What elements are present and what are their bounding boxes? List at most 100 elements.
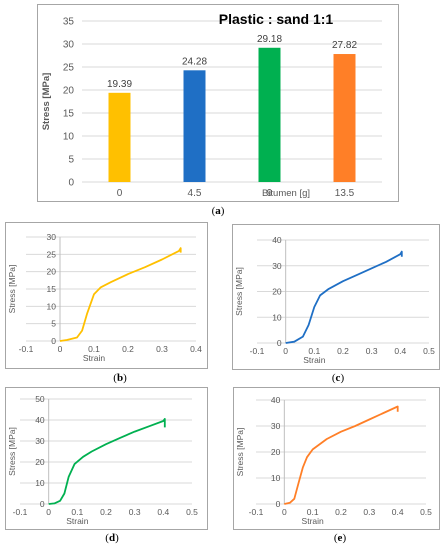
x-tick-label-2: 0.1 [71,507,83,517]
y-tick-label-4: 20 [63,86,75,97]
line-chart-c-panel: 0 10 20 30 40 -0.1 0 0.1 0.2 0.3 0.4 0.5 Stress [MPa… [232,224,440,370]
caption-d: (d) [105,532,119,544]
y-tick-label-0: 0 [68,178,74,189]
y-axis-label: Stress [MPa] [235,428,245,477]
y-tick-label-2: 10 [63,132,75,143]
line-chart-d: 0 10 20 30 40 50 -0.1 0 0.1 0.2 0.3 0.4 0.5 Stress [M… [7,394,198,526]
x-tick-label-1: 0 [46,507,51,517]
x-tick-label-3: 0.2 [122,344,134,354]
y-tick-label-3: 30 [272,261,282,271]
x-tick-label-3: 13.5 [335,188,355,199]
y-tick-label-5: 25 [63,63,75,74]
x-tick-label-2: 9 [267,188,273,199]
x-axis-label: Bitumen [g] [262,188,310,199]
y-tick-label-0: 0 [40,499,45,509]
y-tick-label-7: 35 [63,17,75,28]
x-tick-label-1: 0 [283,346,288,356]
y-tick-label-0: 0 [51,336,56,346]
x-tick-label-4: 0.3 [129,507,141,517]
y-tick-label-5: 25 [47,249,57,259]
x-tick-label-6: 0.5 [423,346,435,356]
y-tick-label-3: 30 [35,436,45,446]
y-axis-label: Stress [MPa] [7,265,17,314]
x-tick-label-6: 0.5 [186,507,198,517]
series-line [59,247,182,342]
x-axis-label: Strain [302,516,324,526]
y-axis-label: Stress [MPa] [7,427,17,476]
y-tick-label-1: 10 [271,473,281,483]
x-tick-label-1: 0 [282,507,287,517]
y-tick-label-4: 40 [35,415,45,425]
y-tick-label-6: 30 [63,40,75,51]
series-line [284,405,399,505]
y-tick-label-1: 5 [68,155,74,166]
bar-2 [258,47,281,182]
x-tick-label-3: 0.2 [100,507,112,517]
y-tick-label-5: 50 [35,394,45,404]
bar-chart: 0 5 10 15 20 25 30 35 19.39 0 24.28 4.5 29.18 9 27.82 1… [41,11,382,199]
caption-b: (b) [113,372,127,384]
y-tick-label-2: 20 [35,457,45,467]
x-tick-label-4: 0.3 [366,346,378,356]
x-tick-label-2: 0.1 [308,346,320,356]
x-tick-label-4: 0.3 [156,344,168,354]
x-tick-label-2: 0.1 [88,344,100,354]
x-axis-label: Strain [303,355,325,365]
caption-a: (a) [211,205,225,217]
y-tick-label-4: 20 [47,267,57,277]
y-axis-label: Stress [MPa] [234,267,244,316]
x-tick-label-0: -0.1 [250,346,265,356]
data-label-0: 19.39 [107,79,132,90]
y-tick-label-3: 15 [63,109,75,120]
x-tick-label-4: 0.3 [363,507,375,517]
y-tick-label-4: 40 [271,395,281,405]
x-tick-label-3: 0.2 [335,507,347,517]
bar-chart-panel: 0 5 10 15 20 25 30 35 19.39 0 24.28 4.5 29.18 9 27.82 1… [37,4,399,202]
y-tick-label-6: 30 [47,232,57,242]
x-axis-label: Strain [83,353,105,363]
line-chart-d-panel: 0 10 20 30 40 50 -0.1 0 0.1 0.2 0.3 0.4 0.5 Stress [M… [5,387,208,530]
bar-1 [183,70,206,182]
series-line [285,250,403,344]
x-tick-label-3: 0.2 [337,346,349,356]
x-tick-label-1: 0 [58,344,63,354]
y-tick-label-2: 20 [272,287,282,297]
x-tick-label-0: -0.1 [13,507,28,517]
y-tick-label-0: 0 [277,338,282,348]
y-tick-label-2: 20 [271,447,281,457]
x-tick-label-6: 0.5 [420,507,432,517]
chart-title: Plastic : sand 1:1 [219,11,334,27]
y-tick-label-2: 10 [47,301,57,311]
y-tick-label-0: 0 [276,499,281,509]
data-label-1: 24.28 [182,56,207,67]
line-chart-e-panel: 0 10 20 30 40 -0.1 0 0.1 0.2 0.3 0.4 0.5 Stress [MPa… [233,387,440,530]
x-tick-label-5: 0.4 [190,344,202,354]
caption-c: (c) [331,372,345,384]
data-label-3: 27.82 [332,40,357,51]
x-tick-label-5: 0.4 [157,507,169,517]
x-tick-label-0: 0 [117,188,123,199]
x-tick-label-5: 0.4 [394,346,406,356]
y-tick-label-3: 15 [47,284,57,294]
y-tick-label-3: 30 [271,421,281,431]
bar-3 [333,54,356,182]
data-label-2: 29.18 [257,34,282,45]
x-tick-label-1: 4.5 [188,188,202,199]
bar-0 [108,92,131,182]
line-chart-b: 0 5 10 15 20 25 30 -0.1 0 0.1 0.2 0.3 0.4 Stress [MPa… [7,232,202,363]
y-tick-label-4: 40 [272,235,282,245]
line-chart-b-panel: 0 5 10 15 20 25 30 -0.1 0 0.1 0.2 0.3 0.4 Stress [MPa… [5,222,208,369]
x-axis-label: Strain [66,516,88,526]
x-tick-label-0: -0.1 [249,507,264,517]
x-tick-label-5: 0.4 [392,507,404,517]
x-tick-label-0: -0.1 [19,344,34,354]
y-tick-label-1: 10 [35,478,45,488]
line-chart-c: 0 10 20 30 40 -0.1 0 0.1 0.2 0.3 0.4 0.5 Stress [MPa… [234,235,435,365]
line-chart-e: 0 10 20 30 40 -0.1 0 0.1 0.2 0.3 0.4 0.5 Stress [MPa… [235,395,432,526]
y-axis-label: Stress [MPa] [41,73,52,131]
caption-e: (e) [333,532,347,544]
y-tick-label-1: 10 [272,312,282,322]
y-tick-label-1: 5 [51,319,56,329]
x-tick-label-2: 0.1 [307,507,319,517]
series-line [48,418,166,505]
